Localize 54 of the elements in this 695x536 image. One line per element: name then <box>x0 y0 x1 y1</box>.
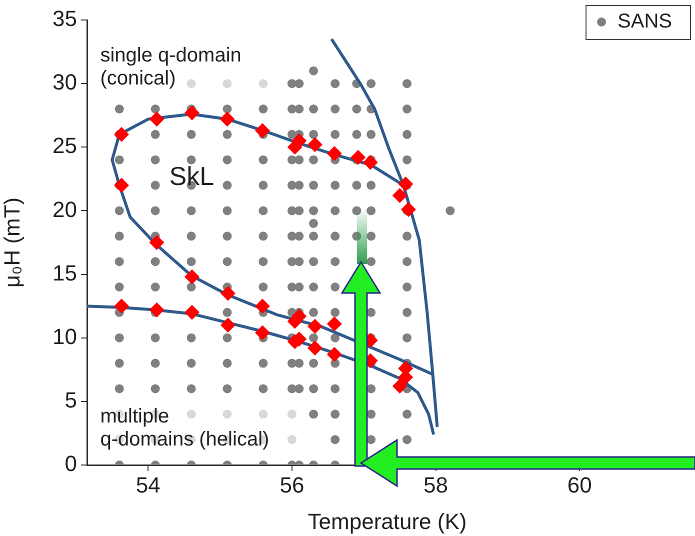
y-tick-label: 0 <box>64 451 77 476</box>
point <box>186 410 196 419</box>
y-tick-label: 5 <box>64 387 77 412</box>
point <box>184 269 200 284</box>
point <box>258 410 268 419</box>
point <box>398 176 414 192</box>
point <box>392 378 408 394</box>
annotation: single q-domain (conical) <box>100 44 242 90</box>
annotation: multiple q-domains (helical) <box>100 406 270 451</box>
point <box>184 304 200 320</box>
annotation: SkL <box>169 161 214 192</box>
point <box>220 112 235 127</box>
point <box>149 112 164 127</box>
x-tick-label: 58 <box>424 472 448 498</box>
point <box>350 150 366 165</box>
y-tick-label: 20 <box>52 196 77 222</box>
y-tick-label: 35 <box>52 6 77 32</box>
legend-label: SANS <box>618 10 672 33</box>
y-tick-label: 30 <box>52 70 77 95</box>
x-tick-label: 56 <box>280 472 304 498</box>
point <box>307 318 322 334</box>
point <box>222 410 232 419</box>
point <box>220 318 236 333</box>
point <box>254 325 270 340</box>
point <box>400 202 416 217</box>
y-tick-label: 10 <box>52 324 77 349</box>
point <box>149 235 164 250</box>
point <box>254 123 270 138</box>
x-tick-label: 60 <box>567 472 592 498</box>
point <box>287 435 296 444</box>
y-axis-title: μ₀H (mT) <box>0 197 24 288</box>
point <box>362 154 378 170</box>
point <box>326 346 342 362</box>
x-axis-title: Temperature (K) <box>308 508 467 534</box>
point <box>287 410 296 419</box>
point <box>254 298 270 314</box>
point <box>326 146 342 161</box>
point <box>392 188 408 203</box>
point <box>326 316 342 332</box>
point <box>292 133 307 148</box>
y-tick-label: 25 <box>52 133 77 158</box>
point <box>222 79 232 88</box>
point <box>114 298 130 314</box>
point <box>258 79 268 88</box>
point <box>184 105 200 120</box>
point <box>220 286 236 301</box>
point <box>114 126 130 142</box>
point <box>114 178 130 193</box>
point <box>149 302 164 318</box>
x-tick-label: 54 <box>136 472 160 498</box>
point <box>307 340 322 356</box>
point <box>307 137 322 152</box>
point <box>186 79 196 88</box>
y-tick-label: 15 <box>52 260 77 286</box>
